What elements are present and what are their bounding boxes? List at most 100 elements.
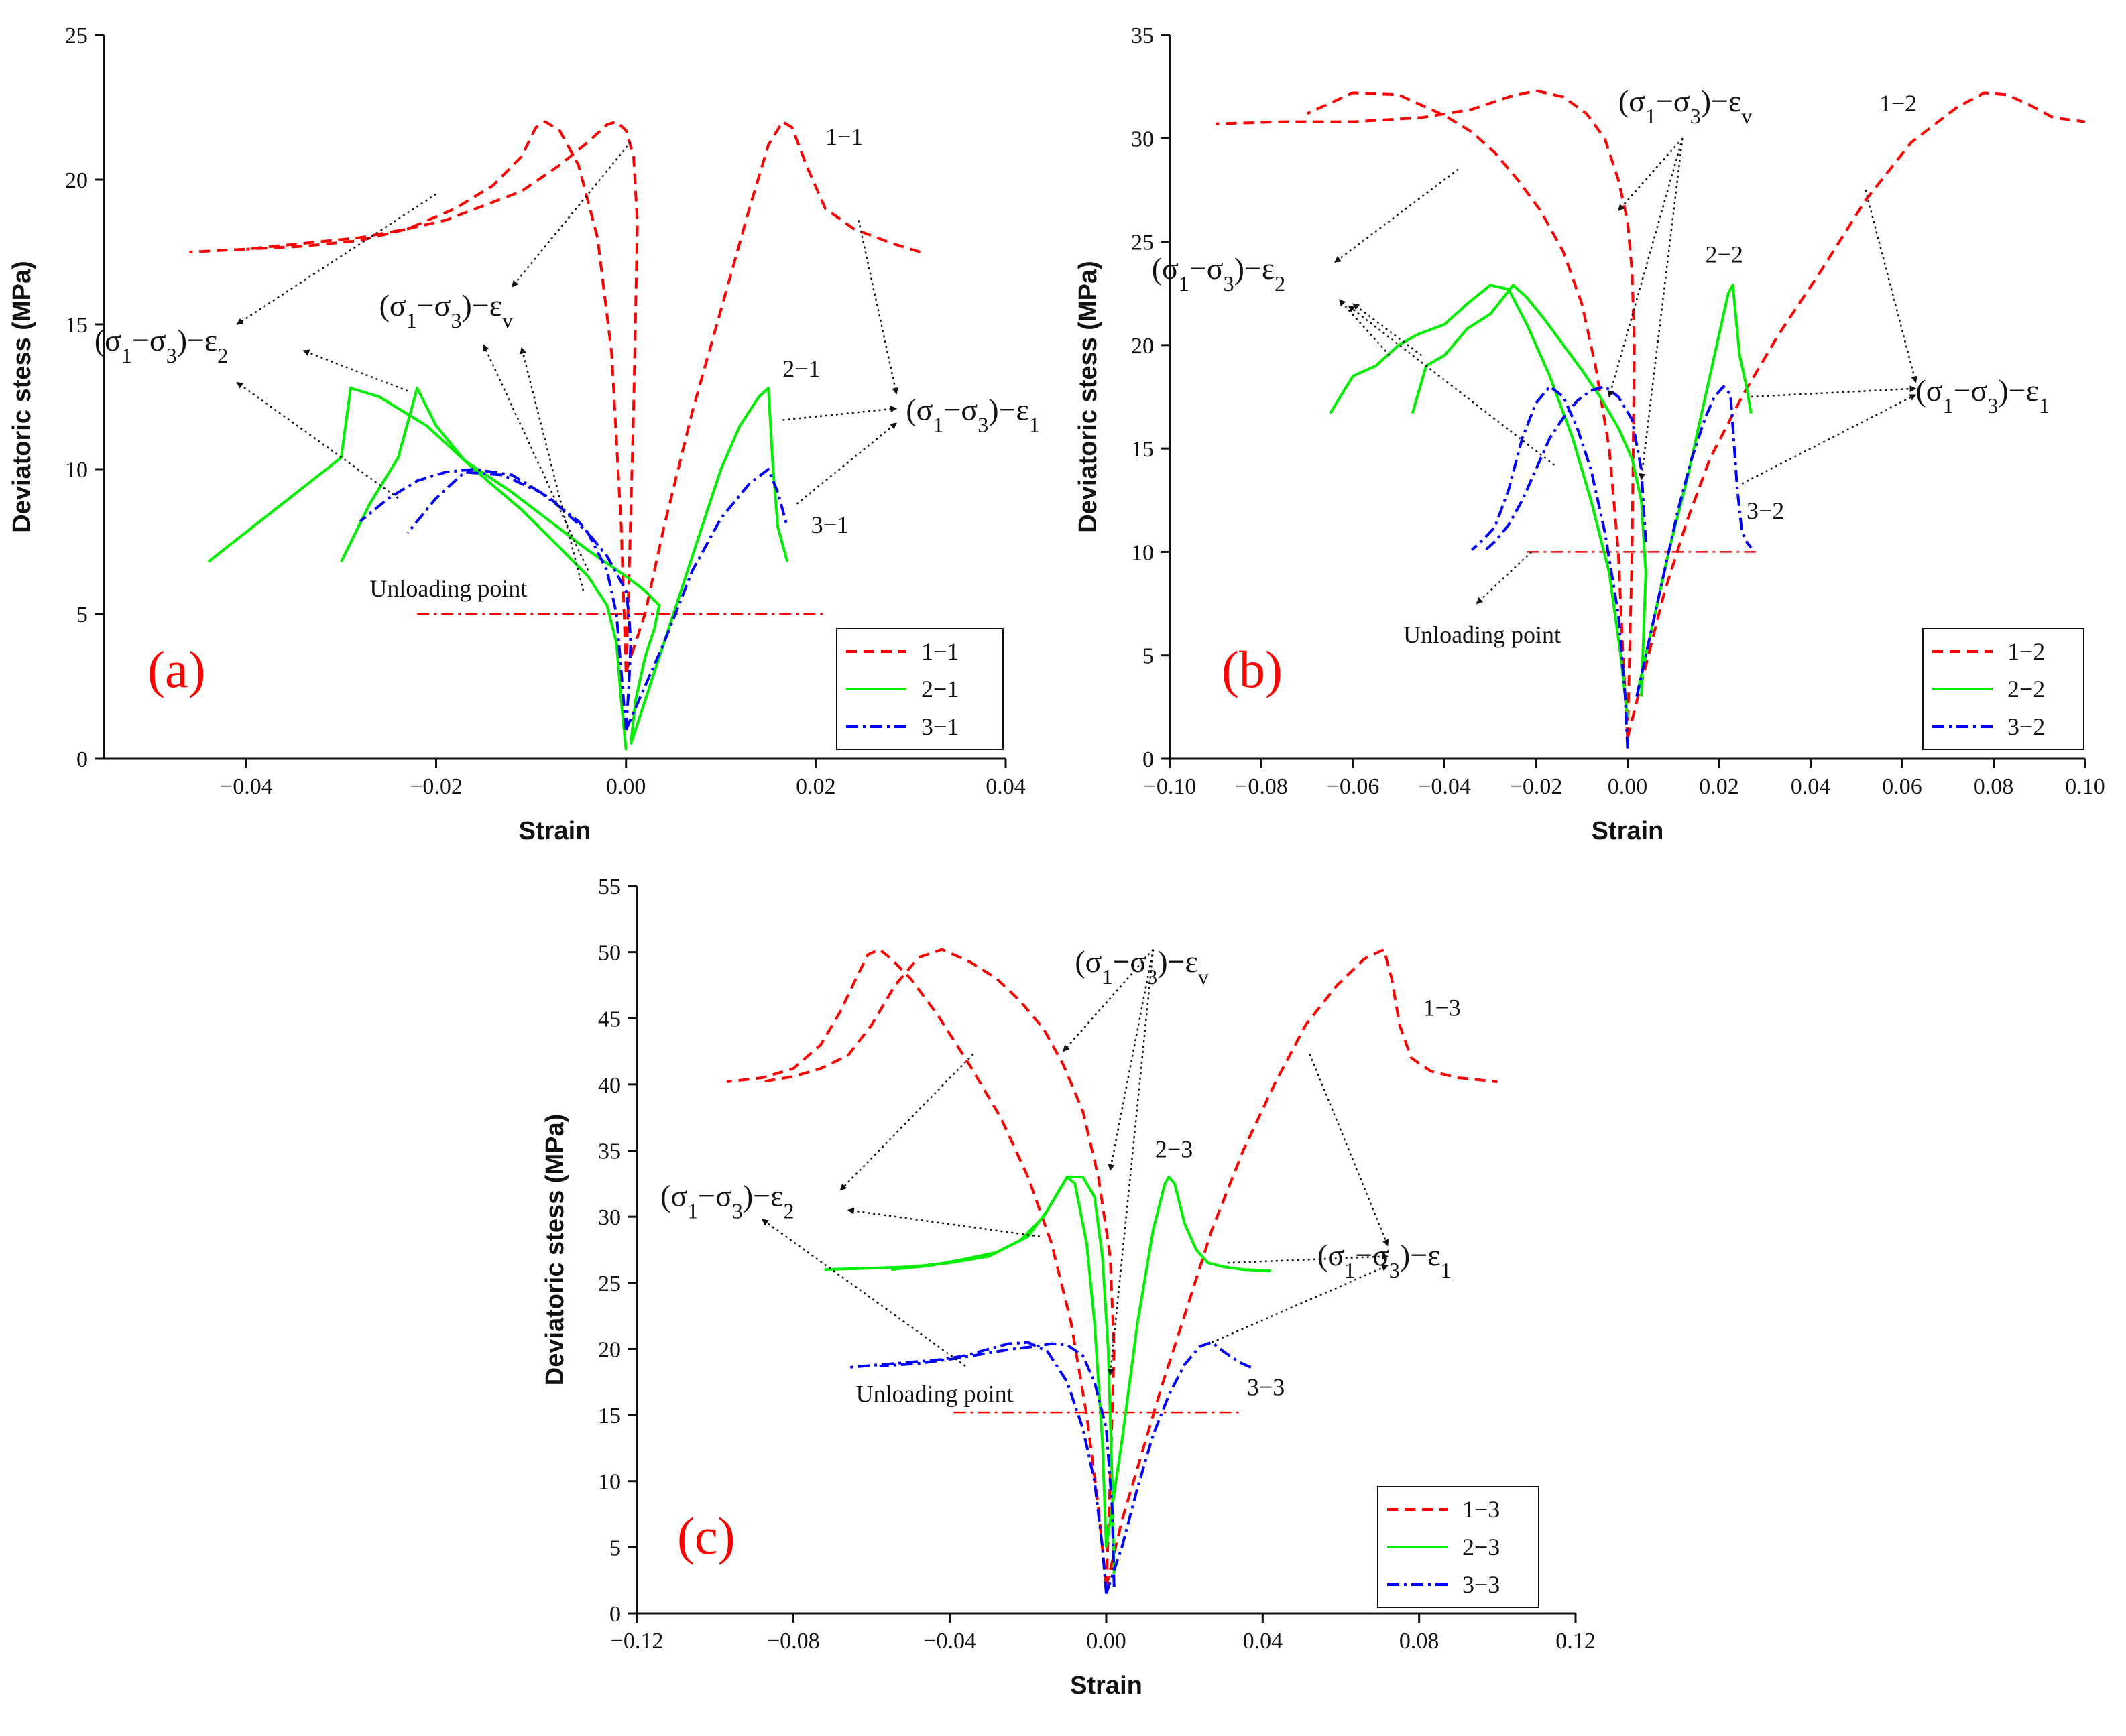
legend: 1−2 2−2 3−2 [1922,628,2084,750]
y-tick-label: 10 [598,1470,621,1495]
annotation-arrow [1639,138,1684,481]
panel-label: (a) [147,640,206,698]
relation-label: (σ1−σ3)−εv [1075,944,1208,989]
x-tick-label: −0.12 [611,1629,664,1654]
curve-label: 2−1 [782,355,820,382]
x-tick-label: 0.00 [606,774,646,799]
series-1-1-curve-1 [246,120,628,672]
chart-panel-c: −0.12 −0.08 −0.04 0.00 0.04 0.08 0.12 0 5 10 15 20 2… [541,875,1596,1700]
x-tick-label: 0.04 [1243,1629,1283,1654]
x-axis-title: Strain [519,817,591,845]
series-3-1-curve-3 [624,468,789,731]
series-1-2-curve-2 [1216,89,1636,739]
panel-label: (c) [677,1507,735,1565]
annotation-arrow [483,344,589,571]
annotation-arrow [1107,949,1155,1376]
y-tick-label: 30 [1131,127,1154,151]
series-2-2-curve-3 [1635,284,1753,697]
annotation-arrow [1607,137,1684,397]
annotation-arrow [839,1053,974,1191]
y-tick-label: 5 [76,603,88,627]
x-axis-title: Strain [1592,817,1664,845]
y-tick-label: 40 [598,1073,621,1098]
annotation-arrow [1348,305,1555,466]
legend-label: 2−1 [921,676,959,702]
y-tick-label: 15 [598,1404,621,1428]
y-tick-label: 10 [1131,540,1154,565]
y-tick-label: 25 [1131,231,1154,255]
annotation-arrow [1309,1054,1389,1247]
curve-label: 1−2 [1879,90,1917,117]
annotation-arrow [782,406,898,421]
x-tick-label: −0.02 [410,774,463,799]
x-tick-label: 0.02 [796,774,836,799]
x-tick-label: −0.06 [1327,774,1380,799]
annotation-arrow [796,422,897,505]
y-tick-label: 0 [609,1602,621,1627]
relation-label: (σ1−σ3)−εv [1618,84,1752,128]
y-tick-label: 20 [598,1337,621,1362]
y-axis-title: Deviatoric stess (MPa) [1074,261,1102,533]
legend-label: 3−3 [1462,1571,1500,1598]
unloading-point-label: Unloading point [856,1380,1014,1407]
annotation-arrow [1352,303,1423,357]
series-3-2-curve-1 [1471,385,1629,749]
annotation-arrow [847,1207,1041,1238]
series-3-2-curve-2 [1484,385,1647,551]
y-tick-label: 5 [1142,644,1154,669]
relation-label: (σ1−σ3)−ε1 [906,393,1039,437]
y-tick-label: 25 [65,23,88,48]
x-tick-label: 0.00 [1086,1629,1126,1654]
x-tick-label: 0.06 [1882,774,1922,799]
x-tick-label: −0.02 [1510,774,1563,799]
legend-label: 1−3 [1462,1496,1500,1523]
y-tick-label: 25 [598,1272,621,1296]
series-2-1-curve-1 [207,387,628,751]
x-tick-label: 0.08 [1974,774,2014,799]
legend-label: 3−2 [2007,713,2045,740]
y-axis-title: Deviatoric stess (MPa) [541,1114,569,1386]
annotation-arrow [1741,393,1917,485]
x-tick-label: 0.04 [1791,774,1831,799]
x-tick-label: 0.12 [1555,1629,1596,1654]
annotation-arrow [1212,1265,1389,1343]
curve-label: 2−2 [1706,241,1743,267]
x-tick-label: 0.00 [1608,774,1648,799]
annotation-arrow [1338,299,1391,357]
curve-label: 3−3 [1247,1374,1285,1401]
x-tick-label: −0.04 [923,1629,976,1654]
annotation-arrow [511,141,632,288]
series-2-3-curve-2 [890,1176,1116,1574]
relation-label: (σ1−σ3)−ε1 [1915,373,2049,418]
x-tick-label: −0.10 [1144,774,1197,799]
legend-label: 3−1 [921,713,959,740]
y-tick-label: 30 [598,1205,621,1230]
unloading-point-label: Unloading point [1403,621,1561,648]
x-tick-label: 0.08 [1399,1629,1439,1654]
x-tick-label: −0.04 [220,774,273,799]
y-tick-label: 35 [1131,23,1154,48]
legend-label: 2−2 [2007,676,2045,702]
curve-label: 2−3 [1155,1135,1193,1162]
annotation-arrow [236,381,399,499]
annotation-arrow [1617,137,1684,212]
y-tick-label: 20 [65,168,88,193]
series-2-1-curve-3 [629,387,789,745]
annotation-arrow [1865,190,1918,383]
curve-label: 3−1 [811,511,849,538]
annotation-arrow [1334,168,1459,263]
series-2-2-curve-1 [1329,284,1629,718]
series-1-3-curve-3 [1105,948,1498,1587]
y-tick-label: 15 [1131,437,1154,462]
y-tick-label: 55 [598,875,621,900]
relation-label: (σ1−σ3)−ε1 [1317,1238,1451,1282]
y-tick-label: 50 [598,941,621,966]
x-tick-label: −0.08 [1235,774,1288,799]
legend-label: 1−1 [921,638,959,665]
legend-label: 2−3 [1462,1534,1500,1560]
annotation-arrow [302,349,408,392]
legend: 1−3 2−3 3−3 [1377,1486,1539,1608]
series-3-3-curve-1 [847,1341,1108,1594]
unloading-point-label: Unloading point [369,575,527,602]
